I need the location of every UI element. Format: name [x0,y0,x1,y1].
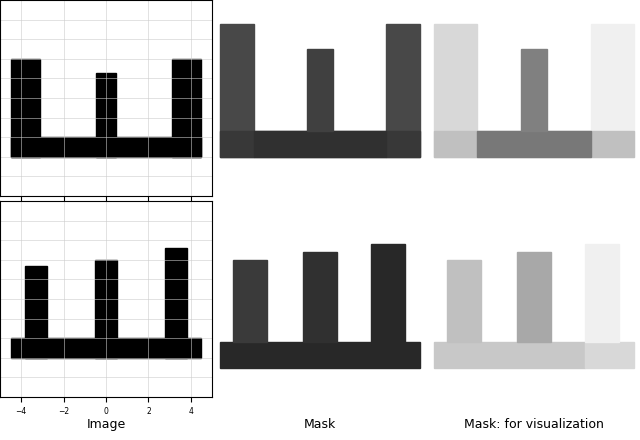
Bar [521,49,547,131]
Bar [11,59,40,157]
Text: Thin wall 1: Thin wall 1 [451,210,498,219]
Bar [447,260,481,342]
Bar [233,260,267,342]
Bar [435,131,634,157]
Bar [517,252,551,342]
Bar [172,59,202,157]
Bar [220,23,254,157]
Text: Side wall 1: Side wall 1 [443,9,490,18]
Bar [477,131,591,157]
Bar [11,338,202,358]
Text: Image: Image [86,418,125,430]
Bar [386,23,420,157]
Text: Mask: for visualization: Mask: for visualization [464,418,604,430]
Bar [220,131,420,157]
Bar [11,137,202,157]
Bar [585,342,634,367]
Text: Side wall 2: Side wall 2 [579,9,625,18]
Bar [585,244,619,342]
Bar [303,252,337,342]
Text: Thin wall 2: Thin wall 2 [511,379,557,388]
Bar [220,342,420,367]
Bar [165,248,187,358]
Bar [371,244,405,342]
Bar [26,266,47,358]
Bar [435,23,477,157]
Text: Mask: Mask [304,418,336,430]
Bar [435,342,585,367]
Text: Thin wall 3: Thin wall 3 [574,210,621,219]
Text: Thin wall 1: Thin wall 1 [511,172,557,181]
Bar [97,73,116,157]
Bar [95,260,116,358]
Bar [591,23,634,157]
Bar [307,49,333,131]
Bar [254,131,386,157]
